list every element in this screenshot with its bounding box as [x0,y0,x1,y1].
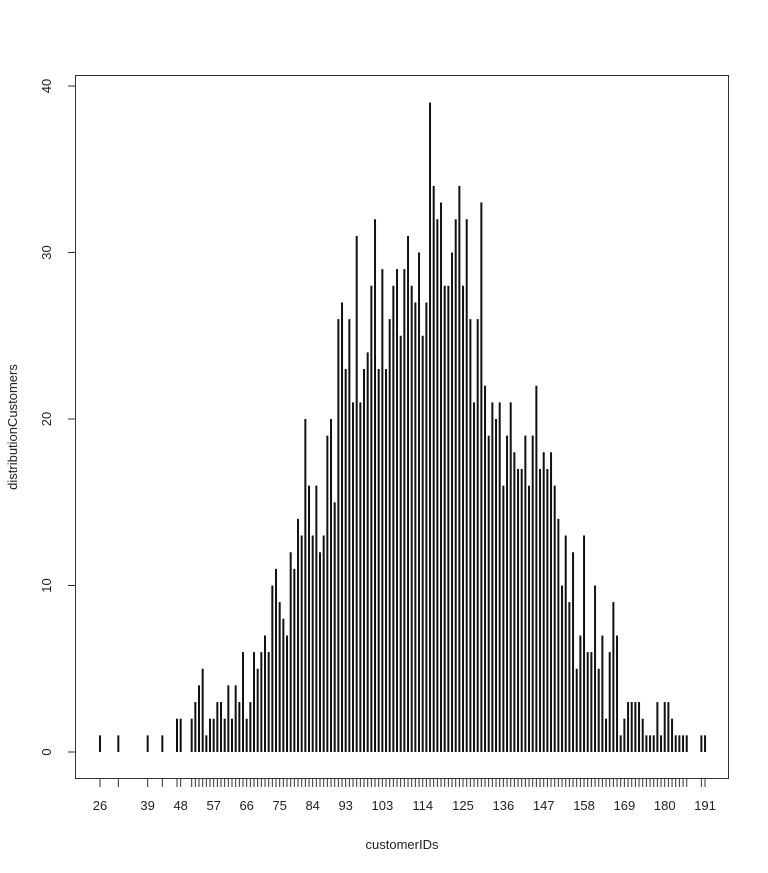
x-tick-label: 39 [140,798,154,813]
x-tick-label: 48 [173,798,187,813]
x-tick-label: 103 [372,798,394,813]
x-tick-label: 75 [272,798,286,813]
plot-frame [75,75,729,779]
y-tick-label: 20 [39,412,54,426]
y-axis: 0 10 20 30 40 [39,79,75,756]
y-tick-label: 40 [39,79,54,93]
y-axis-title: distributionCustomers [5,364,20,490]
x-tick-label: 125 [452,798,474,813]
x-axis-title: customerIDs [366,837,439,852]
x-tick-label: 158 [573,798,595,813]
y-tick-label: 30 [39,245,54,259]
x-axis: 26 39 48 57 66 75 84 93 103 114 125 136 147 158 169 180… [93,779,716,813]
x-tick-label: 169 [614,798,636,813]
x-tick-label: 147 [533,798,555,813]
y-tick-label: 0 [39,748,54,755]
x-tick-label: 84 [305,798,319,813]
x-tick-label: 57 [206,798,220,813]
x-tick-label: 66 [239,798,253,813]
bars [99,102,707,752]
x-tick-label: 136 [493,798,515,813]
x-tick-label: 191 [694,798,716,813]
x-tick-label: 93 [338,798,352,813]
x-tick-label: 26 [93,798,107,813]
x-tick-label: 114 [412,798,433,813]
x-tick-label: 180 [654,798,676,813]
y-tick-label: 10 [39,578,54,592]
